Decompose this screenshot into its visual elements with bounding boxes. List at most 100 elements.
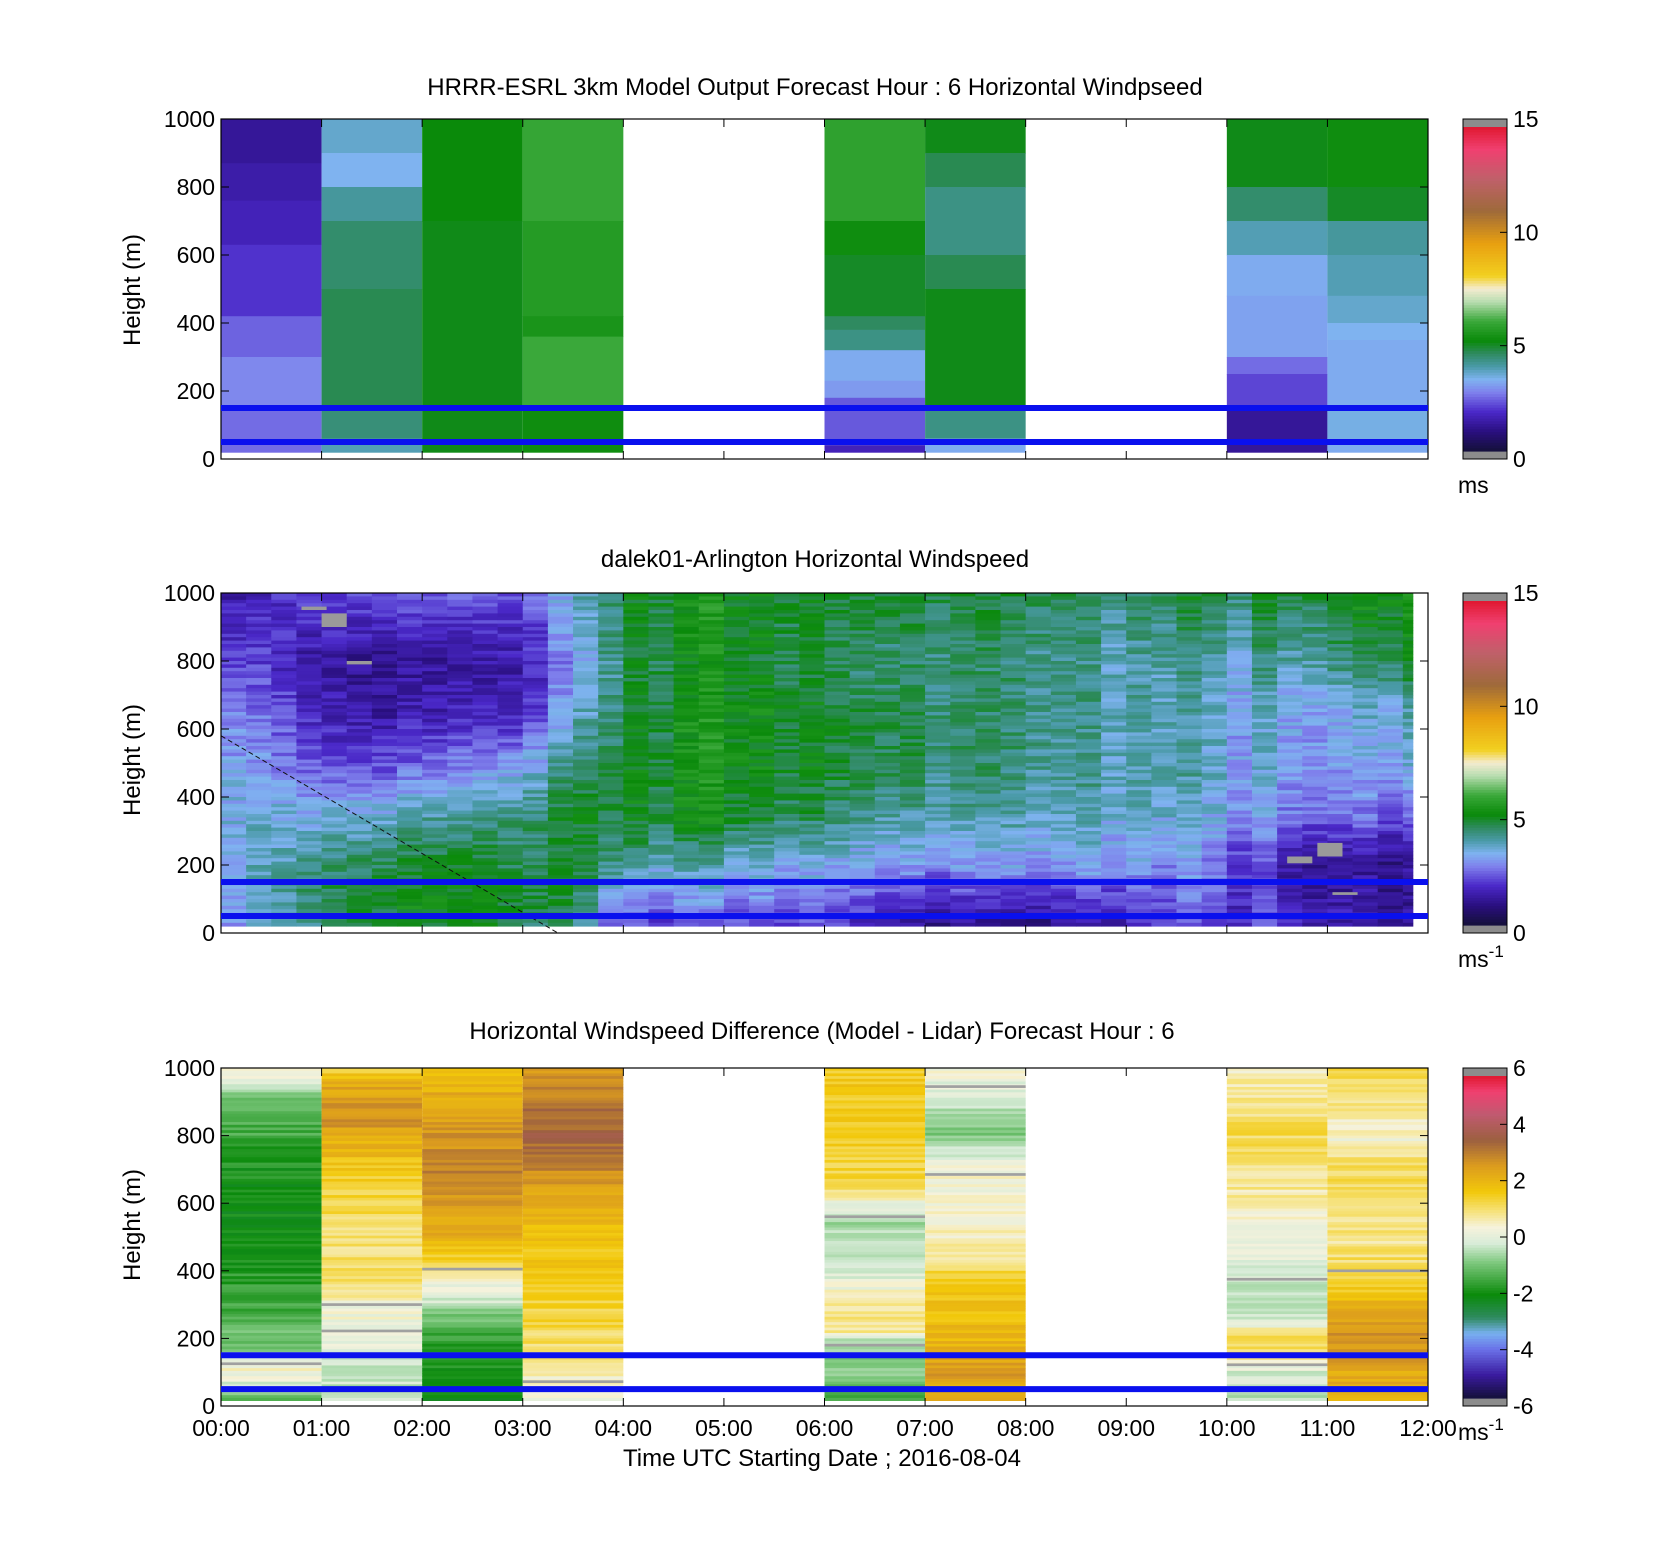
- lidar-cell: [899, 661, 926, 665]
- lidar-cell: [497, 671, 524, 675]
- lidar-cell: [1151, 695, 1177, 699]
- lidar-cell: [1277, 701, 1303, 706]
- lidar-cell: [447, 684, 473, 689]
- lidar-cell: [573, 616, 599, 621]
- lidar-cell: [648, 671, 675, 675]
- lidar-cell: [899, 831, 926, 835]
- lidar-cell: [1101, 708, 1127, 713]
- lidar-cell: [698, 851, 725, 856]
- lidar-cell: [925, 861, 951, 866]
- lidar-cell: [573, 848, 599, 852]
- lidar-cell: [1327, 623, 1353, 628]
- lidar-cell: [950, 902, 976, 907]
- lidar-cell: [874, 732, 901, 737]
- lidar-cell: [346, 752, 373, 757]
- lidar-cell: [950, 647, 976, 652]
- lidar-cell: [1126, 844, 1152, 849]
- lidar-cell: [1126, 837, 1152, 842]
- lidar-cell: [472, 858, 499, 862]
- lidar-cell: [1352, 729, 1379, 733]
- lidar-cell: [723, 746, 750, 750]
- lidar-cell: [623, 824, 649, 828]
- lidar-cell: [623, 610, 649, 614]
- lidar-cell: [1025, 759, 1052, 764]
- colorbar-segment: [1463, 251, 1507, 255]
- lidar-cell: [698, 824, 725, 828]
- lidar-cell: [1126, 678, 1152, 682]
- lidar-cell: [547, 735, 574, 740]
- lidar-cell: [648, 841, 675, 845]
- lidar-cell: [573, 637, 599, 641]
- lidar-cell: [975, 661, 1001, 665]
- lidar-cell: [874, 800, 901, 805]
- lidar-cell: [1352, 678, 1379, 682]
- lidar-cell: [1251, 627, 1278, 631]
- lidar-cell: [975, 688, 1001, 692]
- lidar-cell: [271, 640, 297, 645]
- lidar-cell: [1151, 739, 1177, 743]
- lidar-cell: [1402, 905, 1414, 910]
- lidar-cell: [623, 780, 649, 784]
- lidar-cell: [849, 831, 876, 835]
- lidar-cell: [598, 892, 624, 896]
- lidar-cell: [925, 627, 951, 631]
- lidar-cell: [1302, 885, 1328, 890]
- lidar-cell: [1402, 610, 1414, 614]
- lidar-cell: [1050, 885, 1077, 890]
- lidar-cell: [346, 742, 373, 747]
- lidar-cell: [1402, 793, 1414, 798]
- lidar-cell: [799, 834, 825, 839]
- colorbar-segment: [1463, 297, 1507, 301]
- lidar-cell: [723, 797, 750, 801]
- lidar-cell: [623, 769, 649, 774]
- lidar-cell: [1201, 807, 1228, 811]
- lidar-cell: [648, 599, 675, 604]
- lidar-cell: [296, 616, 322, 621]
- lidar-cell: [774, 817, 800, 822]
- lidar-cell: [623, 902, 649, 907]
- lidar-cell: [1050, 732, 1077, 737]
- lidar-cell: [598, 858, 624, 862]
- lidar-cell: [1327, 746, 1353, 750]
- lidar-cell: [1126, 909, 1152, 913]
- lidar-cell: [874, 664, 901, 669]
- lidar-cell: [296, 729, 322, 733]
- lidar-cell: [1402, 657, 1414, 662]
- lidar-cell: [849, 725, 876, 730]
- lidar-cell: [925, 647, 951, 652]
- lidar-cell: [397, 739, 423, 743]
- lidar-cell: [723, 810, 750, 815]
- lidar-cell: [598, 759, 624, 764]
- lidar-cell: [1402, 718, 1414, 723]
- lidar-cell: [1377, 633, 1404, 638]
- lidar-cell: [1201, 793, 1228, 798]
- lidar-cell: [1352, 865, 1379, 869]
- lidar-cell: [1201, 603, 1228, 607]
- model-cell: [1327, 187, 1428, 222]
- lidar-cell: [397, 854, 423, 859]
- lidar-cell: [723, 793, 750, 798]
- lidar-cell: [1151, 868, 1177, 873]
- lidar-cell: [799, 871, 825, 876]
- lidar-cell: [1000, 630, 1027, 635]
- lidar-cell: [346, 688, 373, 692]
- lidar-cell: [623, 756, 649, 760]
- lidar-cell: [623, 763, 649, 767]
- lidar-cell: [1151, 691, 1177, 696]
- lidar-cell: [799, 691, 825, 696]
- lidar-cell: [296, 803, 322, 808]
- lidar-cell: [899, 705, 926, 709]
- lidar-cell: [1176, 888, 1203, 893]
- lidar-cell: [723, 892, 750, 896]
- lidar-cell: [221, 807, 247, 811]
- lidar-cell: [749, 623, 775, 628]
- colorbar-segment: [1463, 262, 1507, 266]
- lidar-cell: [1327, 715, 1353, 720]
- lidar-cell: [1176, 827, 1203, 832]
- lidar-cell: [1151, 718, 1177, 723]
- lidar-cell: [1151, 708, 1177, 713]
- lidar-cell: [1101, 810, 1127, 815]
- lidar-cell: [950, 848, 976, 852]
- lidar-cell: [397, 827, 423, 832]
- lidar-cell: [1101, 759, 1127, 764]
